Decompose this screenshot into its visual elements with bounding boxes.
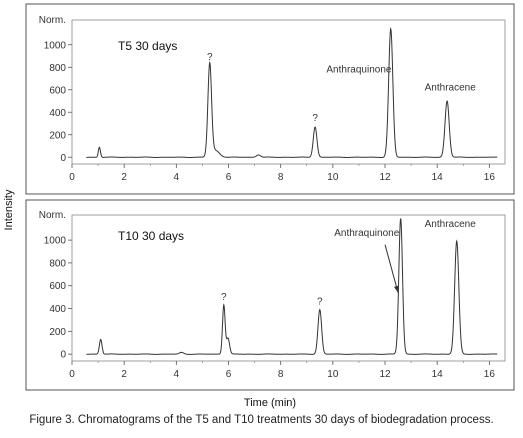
unknown-peak-label: ? <box>317 297 323 308</box>
annotation-arrow <box>384 244 399 293</box>
y-tick-label: 600 <box>49 281 66 292</box>
chromatogram-trace <box>86 218 498 355</box>
plot-area-border <box>71 214 506 362</box>
figure-caption: Figure 3. Chromatograms of the T5 and T1… <box>29 414 494 426</box>
x-tick-label: 12 <box>379 172 391 183</box>
x-tick-label: 6 <box>226 172 232 183</box>
y-tick-label: 1000 <box>44 40 67 51</box>
y-tick-label: 400 <box>49 304 66 315</box>
panel-title: T10 30 days <box>118 229 184 243</box>
peak-label: Anthraquinone <box>326 64 391 75</box>
chart-panel-t5: 0 200 400 600 800 1000 Norm. 0 2 4 6 8 10 12 14 16 T5 30… <box>25 3 515 195</box>
chromatogram-trace <box>86 26 498 158</box>
x-tick-label: 4 <box>174 369 180 380</box>
unknown-peak-label: ? <box>221 292 227 303</box>
y-tick-label: 1000 <box>44 236 67 247</box>
x-tick-label: 16 <box>484 172 496 183</box>
y-axis-title: Intensity <box>3 189 15 230</box>
x-tick-label: 0 <box>69 369 75 380</box>
x-tick-label: 2 <box>121 172 127 183</box>
y-tick-label: 800 <box>49 258 66 269</box>
x-tick-label: 10 <box>327 369 339 380</box>
x-tick-label: 14 <box>432 172 444 183</box>
x-tick-label: 6 <box>226 369 232 380</box>
x-tick-label: 2 <box>121 369 127 380</box>
chart-panel-t10: 0 200 400 600 800 1000 Norm. 0 2 4 6 8 10 12 14 16 T10 3… <box>25 199 515 391</box>
x-tick-label: 8 <box>278 369 284 380</box>
peak-label: Anthracene <box>425 219 477 230</box>
x-tick-label: 4 <box>174 172 180 183</box>
x-tick-label: 0 <box>69 172 75 183</box>
y-tick-label: 200 <box>49 130 66 141</box>
unknown-peak-label: ? <box>207 52 213 63</box>
x-tick-label: 14 <box>432 369 444 380</box>
x-tick-label: 10 <box>327 172 339 183</box>
panel-frame <box>25 199 515 391</box>
annotation-arrowhead <box>394 285 399 293</box>
y-tick-label: 0 <box>60 153 66 164</box>
x-axis-title: Time (min) <box>244 397 296 409</box>
panel-title: T5 30 days <box>118 39 177 53</box>
y-tick-label: 800 <box>49 63 66 74</box>
x-tick-label: 8 <box>278 172 284 183</box>
peak-label: Anthracene <box>425 82 477 93</box>
unknown-peak-label: ? <box>312 113 318 124</box>
y-tick-label: 400 <box>49 108 66 119</box>
peak-label: Anthraquinone <box>334 228 399 239</box>
y-axis-norm-label: Norm. <box>39 15 66 26</box>
y-axis-norm-label: Norm. <box>39 210 66 221</box>
x-tick-label: 12 <box>379 369 391 380</box>
panel-frame <box>25 3 515 195</box>
y-tick-label: 600 <box>49 85 66 96</box>
y-tick-label: 0 <box>60 350 66 361</box>
chromatogram-figure: Intensity Time (min) 02004006008001000No… <box>3 3 515 409</box>
plot-area-border <box>71 19 506 165</box>
y-tick-label: 200 <box>49 327 66 338</box>
x-tick-label: 16 <box>484 369 496 380</box>
